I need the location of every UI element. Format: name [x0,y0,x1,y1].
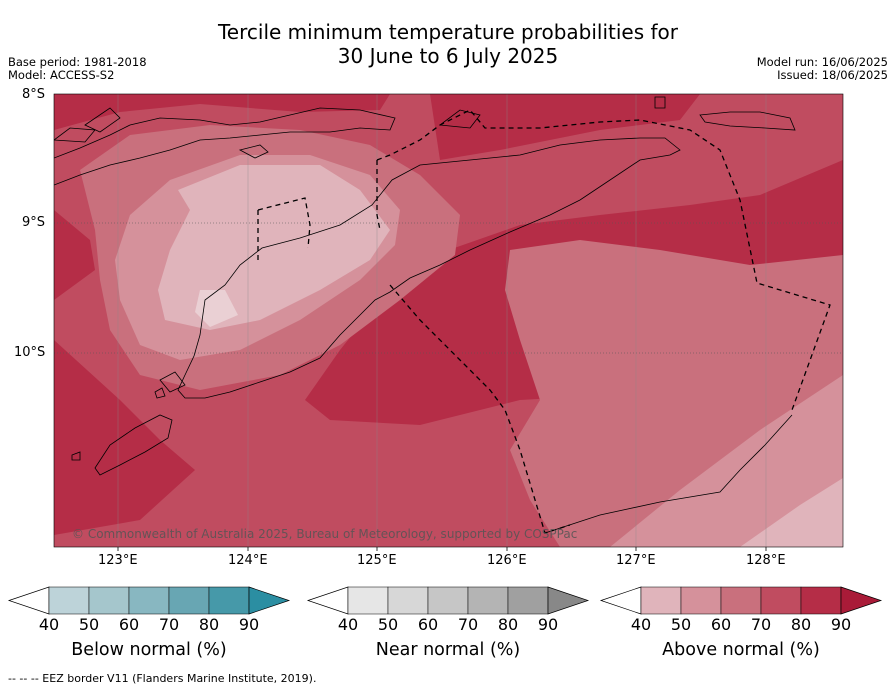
below-normal-colorbar-min-extend [7,586,50,615]
below-normal-colorbar-tick-label: 90 [238,615,260,634]
above-normal-colorbar-segment [640,586,682,615]
gridlines [54,222,843,354]
title-line-1: Tercile minimum temperature probabilitie… [217,20,679,44]
lat-label-10s: 10°S [14,345,46,360]
eez-border [257,109,831,534]
above-normal-colorbar-max-extend [840,586,883,615]
lon-label-125e: 125°E [357,553,397,568]
below-normal-colorbar-segment [128,586,170,615]
near-normal-colorbar-segment [467,586,509,615]
below-normal-colorbar-segment [88,586,130,615]
meta-right: Model run: 16/06/2025 Issued: 18/06/2025 [757,56,888,82]
above-normal-colorbar-tick-label: 90 [830,615,852,634]
title-line-2: 30 June to 6 July 2025 [337,44,559,68]
below-normal-colorbar-tick-label: 60 [118,615,140,634]
map-frame [53,93,844,548]
rote-coastline [94,414,173,476]
near-normal-colorbar-max-extend [547,586,590,615]
near-normal-colorbar-tick-label: 70 [457,615,479,634]
alor-coastline [438,109,481,129]
below-normal-colorbar-segment [168,586,210,615]
timor-coastline [177,137,681,399]
band-80-90-southwest [54,340,195,535]
eez-line-east [376,109,831,411]
issued-text: Issued: 18/06/2025 [777,68,888,82]
near-normal-colorbar-min-extend [306,586,349,615]
band-40-50-west [158,165,390,330]
below-normal-colorbar-tick-label: 70 [158,615,180,634]
eez-footnote: -- -- -- EEZ border V11 (Flanders Marine… [8,672,317,685]
australia-coastline [544,414,793,534]
below-normal-colorbar-tick-label: 80 [198,615,220,634]
island-coastline [238,144,269,159]
band-80-90-north [54,94,390,130]
near-normal-colorbar-segment [427,586,469,615]
above-normal-colorbar-tick-label: 40 [630,615,652,634]
island-coastline [154,387,166,399]
probability-map [54,94,843,547]
band-80-90-northeast [430,94,700,160]
lat-label-8s: 8°S [22,87,46,102]
map-title: Tercile minimum temperature probabilitie… [0,20,896,68]
wetar-coastline [699,111,796,131]
above-normal-colorbar-tick-label: 70 [750,615,772,634]
above-normal-colorbar-segment [760,586,802,615]
above-normal-colorbar-segment [800,586,842,615]
model-text: Model: ACCESS-S2 [8,68,115,82]
below-normal-colorbar-tick-label: 40 [38,615,60,634]
lon-label-126e: 126°E [487,553,527,568]
near-normal-colorbar-tick-label: 90 [537,615,559,634]
lon-ticks [117,547,767,551]
below-normal-colorbar-tick-label: 50 [78,615,100,634]
above-normal-colorbar-tick-label: 50 [670,615,692,634]
above-normal-colorbar-segment [680,586,722,615]
below-normal-colorbar-max-extend [248,586,291,615]
near-normal-colorbar-tick-label: 60 [417,615,439,634]
near-normal-colorbar-segment [347,586,389,615]
near-normal-colorbar-tick-label: 40 [337,615,359,634]
lon-label-124e: 124°E [228,553,268,568]
below-normal-colorbar-segment [48,586,90,615]
copyright-text: © Commonwealth of Australia 2025, Bureau… [72,527,578,541]
near-normal-colorbar-tick-label: 80 [497,615,519,634]
near-normal-colorbar-label: Near normal (%) [375,640,521,660]
meta-left: Base period: 1981-2018 Model: ACCESS-S2 [8,56,147,82]
lon-label-128e: 128°E [746,553,786,568]
below-normal-colorbar-segment [208,586,250,615]
model-run-text: Model run: 16/06/2025 [756,55,888,69]
eez-line-south [389,284,571,534]
island-coastline [71,451,81,461]
island-coastline [54,127,96,143]
band-80-90-west [54,210,95,300]
flores-coastline [54,107,396,186]
lon-label-127e: 127°E [616,553,656,568]
coastlines [54,96,796,534]
above-normal-colorbar-segment [720,586,762,615]
band-50-60-southeast [610,375,843,547]
near-normal-colorbar-segment [507,586,549,615]
near-normal-colorbar-tick-label: 50 [377,615,399,634]
near-normal-colorbar-segment [387,586,429,615]
colorbars [7,586,883,615]
lat-label-9s: 9°S [22,215,46,230]
below-normal-colorbar-label: Below normal (%) [71,640,227,660]
above-normal-colorbar-tick-label: 60 [710,615,732,634]
above-normal-colorbar-tick-label: 80 [790,615,812,634]
lon-label-123e: 123°E [98,553,138,568]
island-coastline [159,371,186,393]
above-normal-colorbar-label: Above normal (%) [662,640,820,660]
eez-line-west-a [376,160,381,231]
base-period-text: Base period: 1981-2018 [8,55,147,69]
island-coastline [654,96,666,109]
above-normal-colorbar-min-extend [599,586,642,615]
